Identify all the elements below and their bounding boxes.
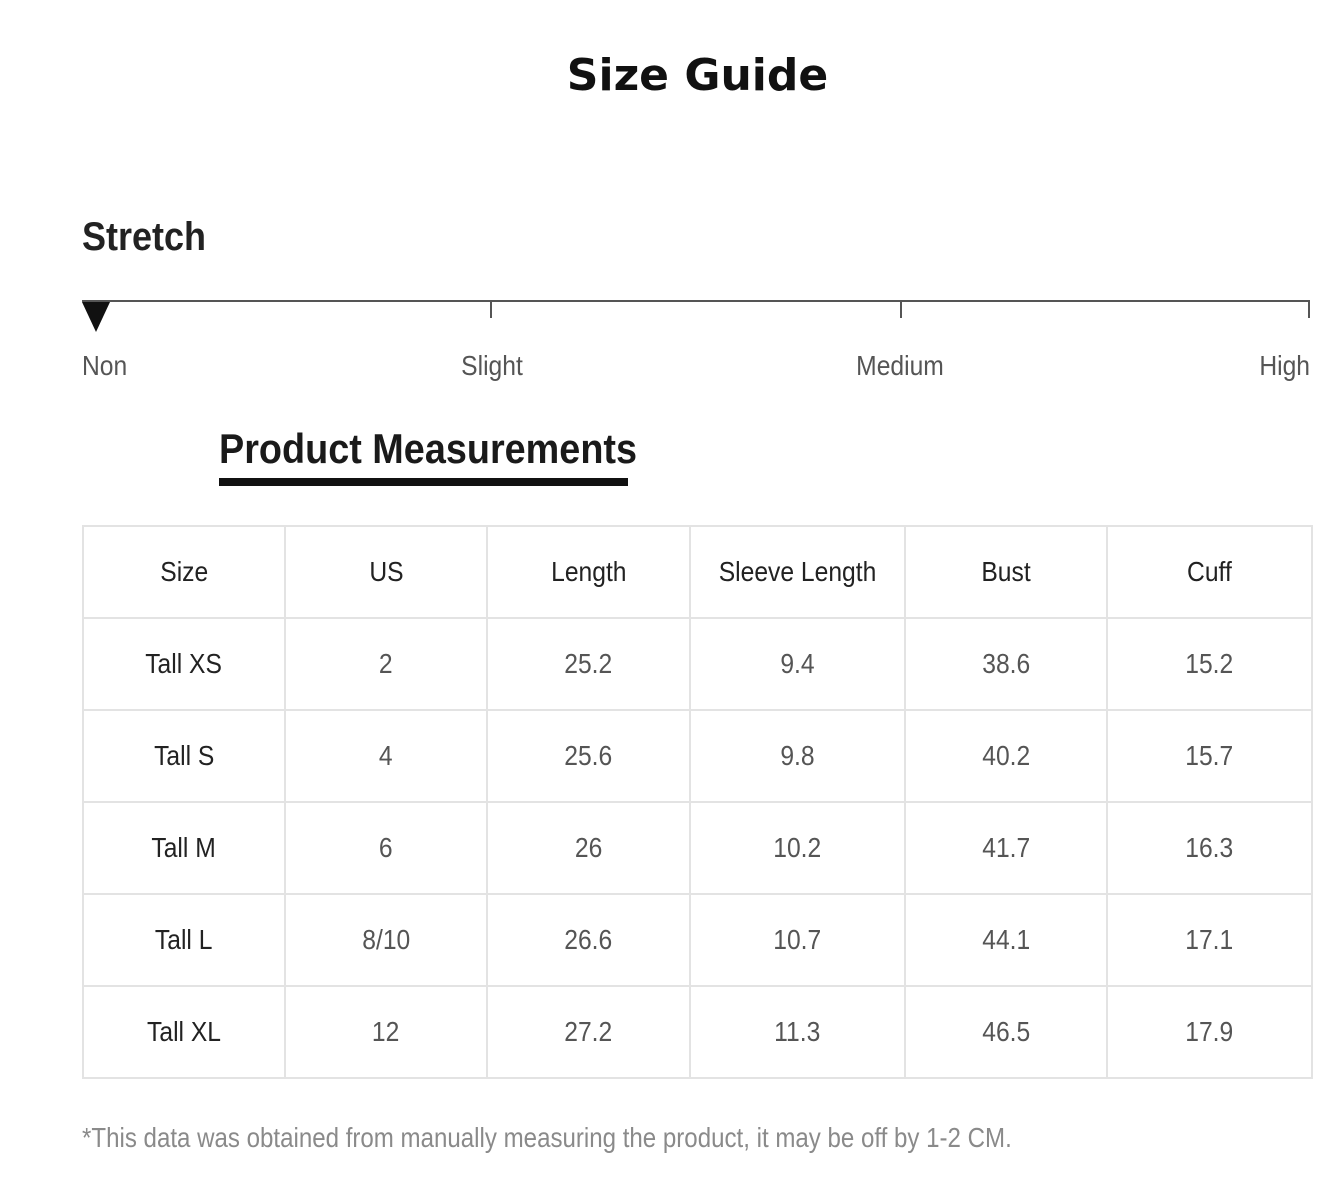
stretch-tick-slight [490,300,492,318]
length-cell: 26 [486,801,691,895]
size-cell: Tall XS [82,617,286,711]
column-header-length: Length [486,525,691,619]
column-header-sleeve-length: Sleeve Length [689,525,906,619]
sleeve-length-cell: 10.7 [689,893,906,987]
table-header-row: Size US Length Sleeve Length Bust Cuff [82,525,1313,619]
table-row: Tall XL 12 27.2 11.3 46.5 17.9 [82,985,1313,1079]
us-cell: 6 [284,801,488,895]
table-row: Tall XS 2 25.2 9.4 38.6 15.2 [82,617,1313,711]
stretch-scale-line [82,300,1310,302]
page-title: Size Guide [566,50,829,101]
product-measurements-underline [219,478,628,486]
stretch-label-high: High [1259,350,1310,381]
size-cell: Tall S [82,709,286,803]
us-cell: 4 [284,709,488,803]
measurement-footnote: *This data was obtained from manually me… [82,1122,1012,1153]
bust-cell: 38.6 [904,617,1108,711]
size-cell: Tall XL [82,985,286,1079]
size-table: Size US Length Sleeve Length Bust Cuff T… [82,525,1313,1079]
cuff-cell: 15.2 [1106,617,1313,711]
length-cell: 26.6 [486,893,691,987]
size-cell: Tall M [82,801,286,895]
size-cell: Tall L [82,893,286,987]
bust-cell: 44.1 [904,893,1108,987]
column-header-cuff: Cuff [1106,525,1313,619]
cuff-cell: 17.1 [1106,893,1313,987]
sleeve-length-cell: 10.2 [689,801,906,895]
stretch-label-non: Non [82,350,128,381]
bust-cell: 46.5 [904,985,1108,1079]
stretch-pointer-icon [82,302,110,332]
stretch-tick-medium [900,300,902,318]
length-cell: 27.2 [486,985,691,1079]
cuff-cell: 17.9 [1106,985,1313,1079]
column-header-us: US [284,525,488,619]
table-row: Tall M 6 26 10.2 41.7 16.3 [82,801,1313,895]
us-cell: 2 [284,617,488,711]
length-cell: 25.2 [486,617,691,711]
product-measurements-heading: Product Measurements [219,425,638,472]
table-row: Tall L 8/10 26.6 10.7 44.1 17.1 [82,893,1313,987]
table-row: Tall S 4 25.6 9.8 40.2 15.7 [82,709,1313,803]
us-cell: 8/10 [284,893,488,987]
length-cell: 25.6 [486,709,691,803]
cuff-cell: 15.7 [1106,709,1313,803]
column-header-bust: Bust [904,525,1108,619]
stretch-tick-high [1308,300,1310,318]
cuff-cell: 16.3 [1106,801,1313,895]
sleeve-length-cell: 9.4 [689,617,906,711]
column-header-size: Size [82,525,286,619]
sleeve-length-cell: 9.8 [689,709,906,803]
stretch-label-medium: Medium [856,350,944,381]
stretch-scale [82,300,1310,332]
bust-cell: 40.2 [904,709,1108,803]
stretch-label-slight: Slight [461,350,523,381]
stretch-heading: Stretch [82,215,207,259]
bust-cell: 41.7 [904,801,1108,895]
sleeve-length-cell: 11.3 [689,985,906,1079]
us-cell: 12 [284,985,488,1079]
